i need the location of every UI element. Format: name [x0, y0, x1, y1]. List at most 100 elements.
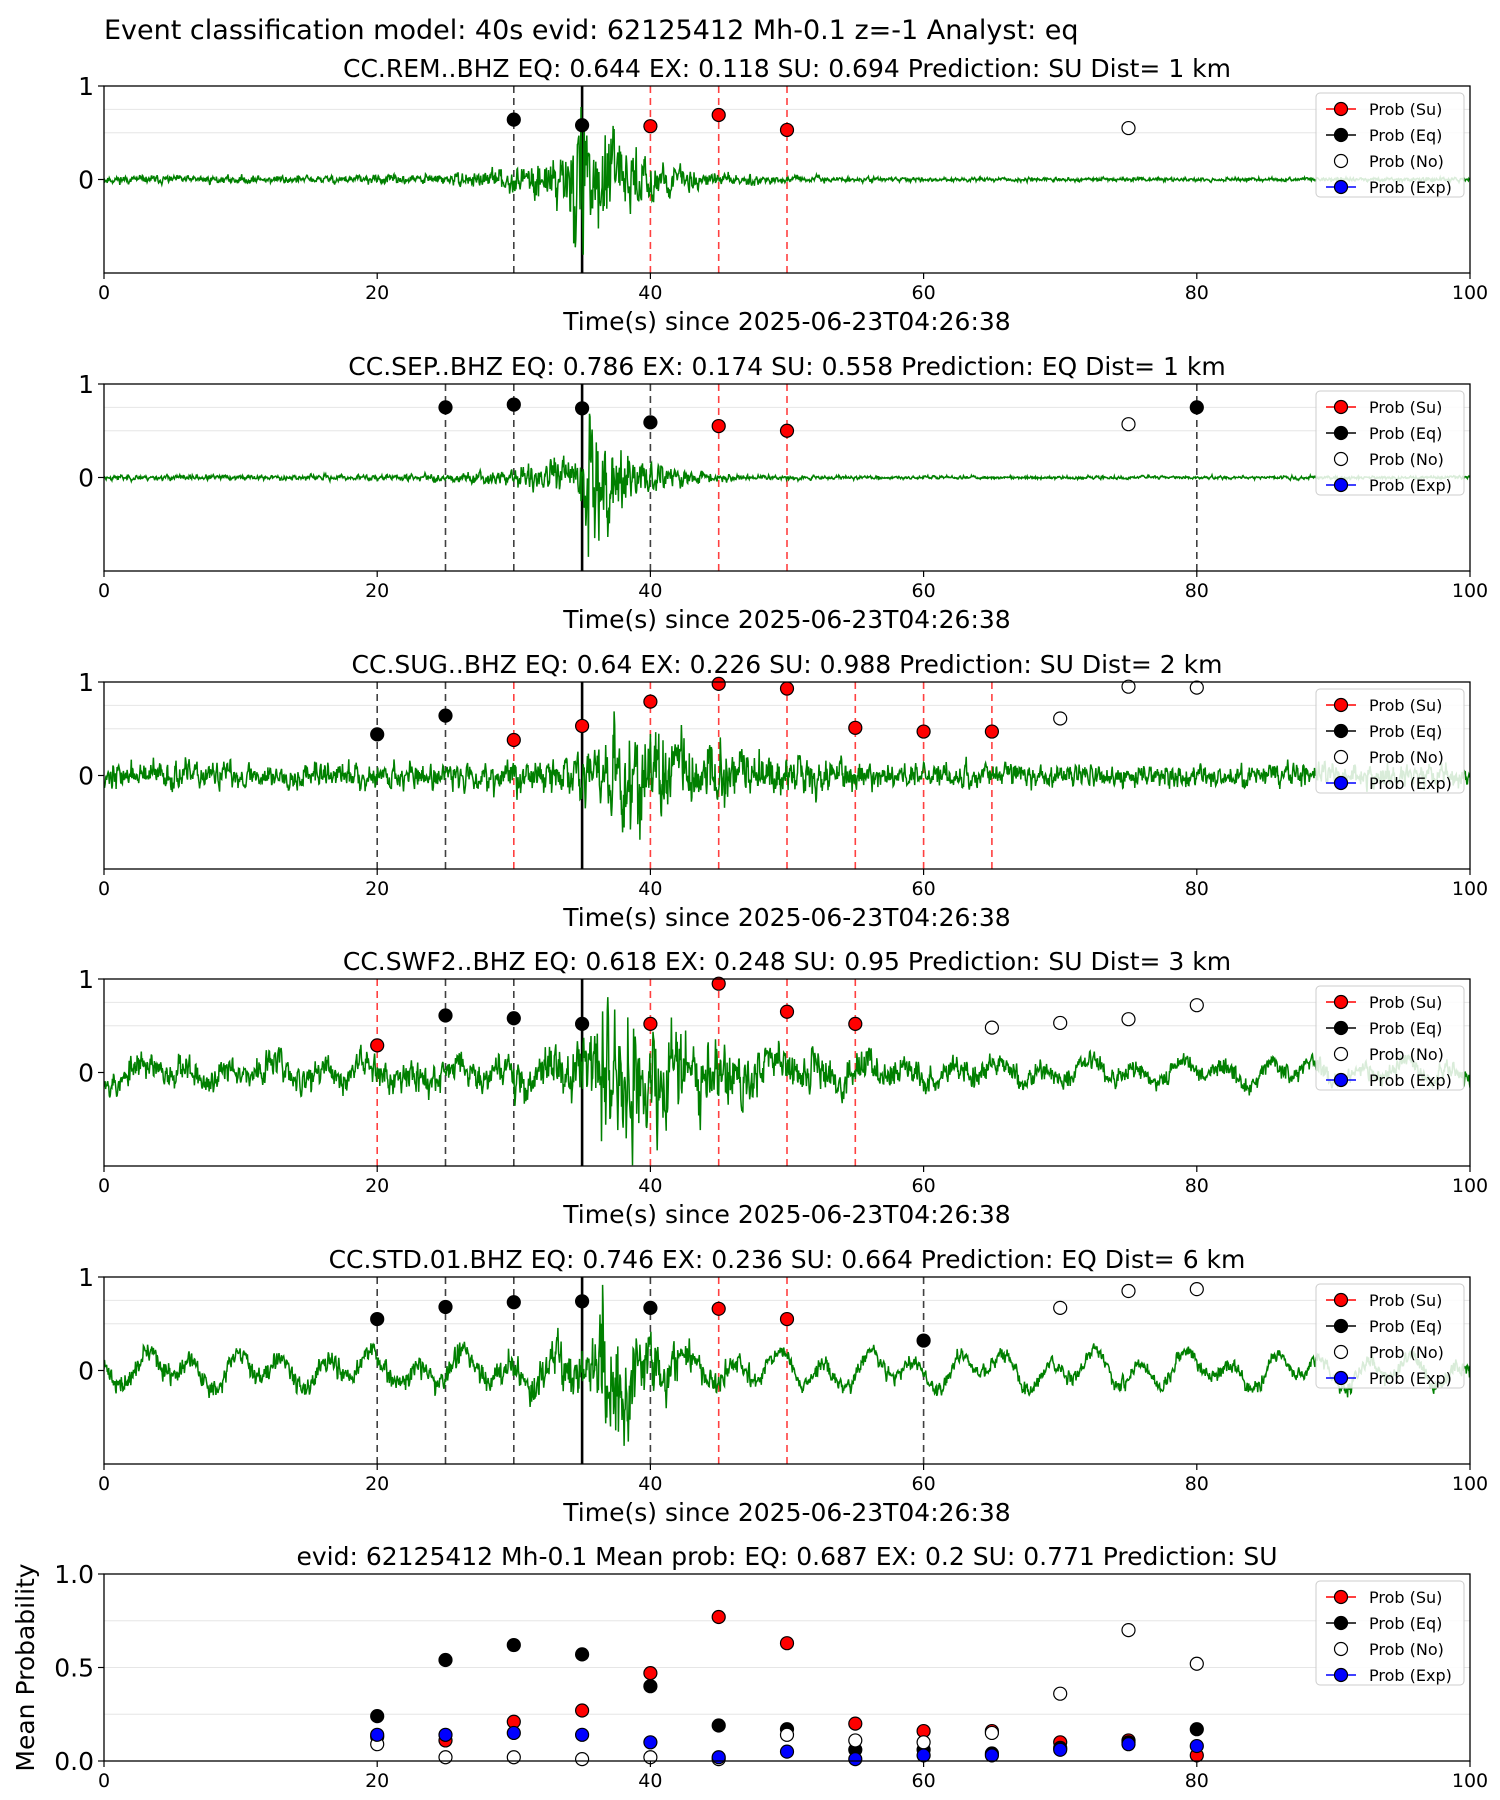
legend-marker-eq: [1333, 425, 1349, 441]
data-point-probeq: [438, 708, 453, 723]
legend-marker-no: [1333, 1344, 1349, 1360]
data-point-probeq: [506, 112, 521, 127]
data-point-probsu: [779, 122, 795, 138]
data-point-probexp: [1189, 1738, 1204, 1754]
waveform-trace: [104, 413, 1470, 557]
data-point-probexp: [711, 1750, 726, 1765]
x-tick-label: 20: [365, 878, 389, 900]
x-tick-label: 40: [638, 1770, 662, 1792]
x-tick-label: 80: [1185, 1770, 1209, 1792]
data-point-probno: [1053, 1015, 1068, 1031]
data-point-probexp: [1053, 1742, 1068, 1757]
legend-label-su: Prob (Su): [1369, 1291, 1442, 1310]
y-tick-label: 0: [78, 762, 94, 791]
legend-label-eq: Prob (Eq): [1369, 424, 1442, 443]
panel-3: CC.SUG..BHZ EQ: 0.64 EX: 0.226 SU: 0.988…: [78, 650, 1488, 932]
data-point-probexp: [984, 1748, 1000, 1763]
data-point-probsu: [711, 418, 726, 434]
data-point-probno: [1121, 1012, 1136, 1027]
legend: Prob (Su) Prob (Eq) Prob (No) Prob (Exp): [1315, 688, 1465, 794]
data-point-probno: [506, 1750, 521, 1765]
legend-marker-no: [1333, 749, 1349, 765]
data-point-probeq: [506, 397, 521, 412]
legend-label-exp: Prob (Exp): [1369, 178, 1452, 197]
legend-box: [1315, 1283, 1465, 1389]
data-point-probsu: [848, 1716, 863, 1731]
legend-label-no: Prob (No): [1369, 152, 1444, 171]
x-tick-label: 0: [98, 1175, 110, 1197]
x-tick-label: 60: [912, 1473, 936, 1495]
legend-label-su: Prob (Su): [1369, 1588, 1442, 1607]
data-point-probexp: [779, 1744, 795, 1759]
panel-title: CC.STD.01.BHZ EQ: 0.746 EX: 0.236 SU: 0.…: [329, 1245, 1246, 1274]
x-tick-label: 100: [1452, 1770, 1488, 1792]
data-point-probexp: [916, 1748, 931, 1763]
y-tick-label: 0: [78, 464, 94, 493]
panel-2: CC.SEP..BHZ EQ: 0.786 EX: 0.174 SU: 0.55…: [78, 352, 1488, 634]
waveform-trace: [104, 997, 1470, 1166]
legend-marker-su: [1333, 399, 1349, 415]
data-point-probeq: [438, 400, 453, 415]
data-point-probeq: [643, 1679, 658, 1694]
data-point-probexp: [848, 1752, 863, 1767]
data-point-probno: [1189, 998, 1204, 1013]
x-tick-label: 80: [1185, 1175, 1209, 1197]
data-point-probsu: [574, 1703, 590, 1718]
data-point-probno: [1121, 1622, 1136, 1638]
data-point-probeq: [711, 1718, 726, 1733]
x-tick-label: 0: [98, 580, 110, 602]
data-point-probeq: [506, 1295, 521, 1310]
data-point-probeq: [370, 1709, 385, 1724]
data-point-probexp: [438, 1727, 453, 1742]
data-point-probeq: [506, 1011, 521, 1026]
x-tick-label: 100: [1452, 282, 1488, 304]
legend-label-exp: Prob (Exp): [1369, 1666, 1452, 1685]
x-tick-label: 100: [1452, 1473, 1488, 1495]
legend-marker-exp: [1333, 1370, 1349, 1386]
y-tick-label: 0.5: [54, 1654, 94, 1683]
x-axis-label: Time(s) since 2025-06-23T04:26:38: [562, 1498, 1010, 1527]
x-tick-label: 100: [1452, 878, 1488, 900]
panel-5: CC.STD.01.BHZ EQ: 0.746 EX: 0.236 SU: 0.…: [78, 1245, 1488, 1527]
legend: Prob (Su) Prob (Eq) Prob (No) Prob (Exp): [1315, 92, 1465, 198]
x-tick-label: 20: [365, 580, 389, 602]
data-point-probexp: [643, 1735, 658, 1750]
data-point-probsu: [848, 1016, 863, 1031]
legend-label-su: Prob (Su): [1369, 993, 1442, 1012]
panel-title: CC.SUG..BHZ EQ: 0.64 EX: 0.226 SU: 0.988…: [352, 650, 1223, 679]
data-point-probno: [1053, 1300, 1068, 1315]
data-point-probsu: [370, 1038, 385, 1053]
x-tick-label: 60: [912, 1175, 936, 1197]
x-tick-label: 80: [1185, 580, 1209, 602]
data-point-probeq: [438, 1299, 453, 1315]
data-point-probeq: [643, 415, 658, 430]
panel-title: CC.SEP..BHZ EQ: 0.786 EX: 0.174 SU: 0.55…: [348, 352, 1225, 381]
legend: Prob (Su) Prob (Eq) Prob (No) Prob (Exp): [1315, 985, 1465, 1091]
y-tick-label: 0: [78, 166, 94, 195]
data-point-probno: [438, 1750, 453, 1765]
waveform-trace: [104, 106, 1470, 255]
data-point-probeq: [916, 1333, 931, 1348]
data-point-probno: [984, 1725, 1000, 1741]
panels: CC.REM..BHZ EQ: 0.644 EX: 0.118 SU: 0.69…: [11, 54, 1488, 1792]
figure-suptitle: Event classification model: 40s evid: 62…: [104, 15, 1079, 46]
x-tick-label: 60: [912, 1770, 936, 1792]
data-point-probeq: [370, 727, 385, 742]
x-tick-label: 60: [912, 282, 936, 304]
y-tick-label: 0: [78, 1357, 94, 1386]
x-tick-label: 0: [98, 1770, 110, 1792]
data-point-probsu: [779, 1636, 795, 1651]
data-point-probsu: [711, 1301, 726, 1316]
legend-label-no: Prob (No): [1369, 1045, 1444, 1064]
legend-label-no: Prob (No): [1369, 1343, 1444, 1362]
plot-area: [104, 1277, 1470, 1464]
legend-marker-eq: [1333, 1615, 1349, 1631]
data-point-probsu: [984, 724, 1000, 739]
data-point-probsu: [711, 107, 726, 123]
x-tick-label: 100: [1452, 1175, 1488, 1197]
x-tick-label: 40: [638, 878, 662, 900]
legend-label-eq: Prob (Eq): [1369, 722, 1442, 741]
legend-marker-su: [1333, 697, 1349, 713]
data-point-probeq: [370, 1311, 385, 1327]
y-tick-label: 1: [78, 72, 94, 101]
